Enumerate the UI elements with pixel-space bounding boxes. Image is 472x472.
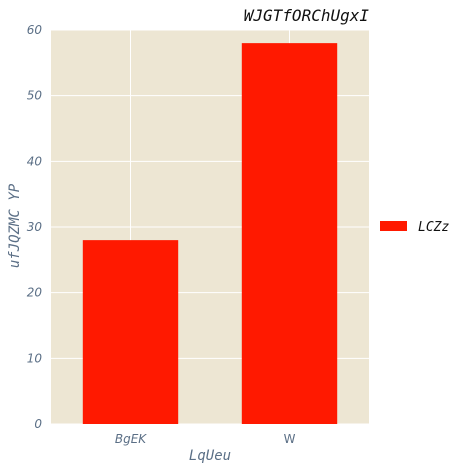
y-tick-label: 10: [27, 351, 43, 365]
bar-W: [241, 43, 338, 425]
y-tick-label: 60: [27, 23, 43, 37]
y-tick-label: 20: [27, 286, 43, 300]
y-axis-ticks: 0 10 20 30 40 50 60: [27, 23, 43, 431]
y-tick-label: 40: [27, 154, 43, 168]
bars: [82, 43, 338, 425]
y-tick-label: 50: [27, 89, 43, 103]
y-tick-label: 30: [27, 220, 43, 234]
legend: LCZz: [380, 220, 449, 235]
legend-label: LCZz: [418, 220, 449, 235]
x-axis-ticks: BgEK W: [115, 432, 296, 446]
x-axis-label: LqUeu: [189, 448, 231, 464]
x-tick-label: BgEK: [115, 432, 147, 446]
y-axis-label: ufJQZMC YP: [7, 183, 23, 268]
chart-title: WJGTfORChUgxI: [244, 6, 370, 25]
bar-BgEK: [82, 240, 179, 424]
y-tick-label: 0: [34, 417, 42, 431]
x-tick-label: W: [284, 432, 296, 446]
legend-swatch: [380, 221, 407, 231]
